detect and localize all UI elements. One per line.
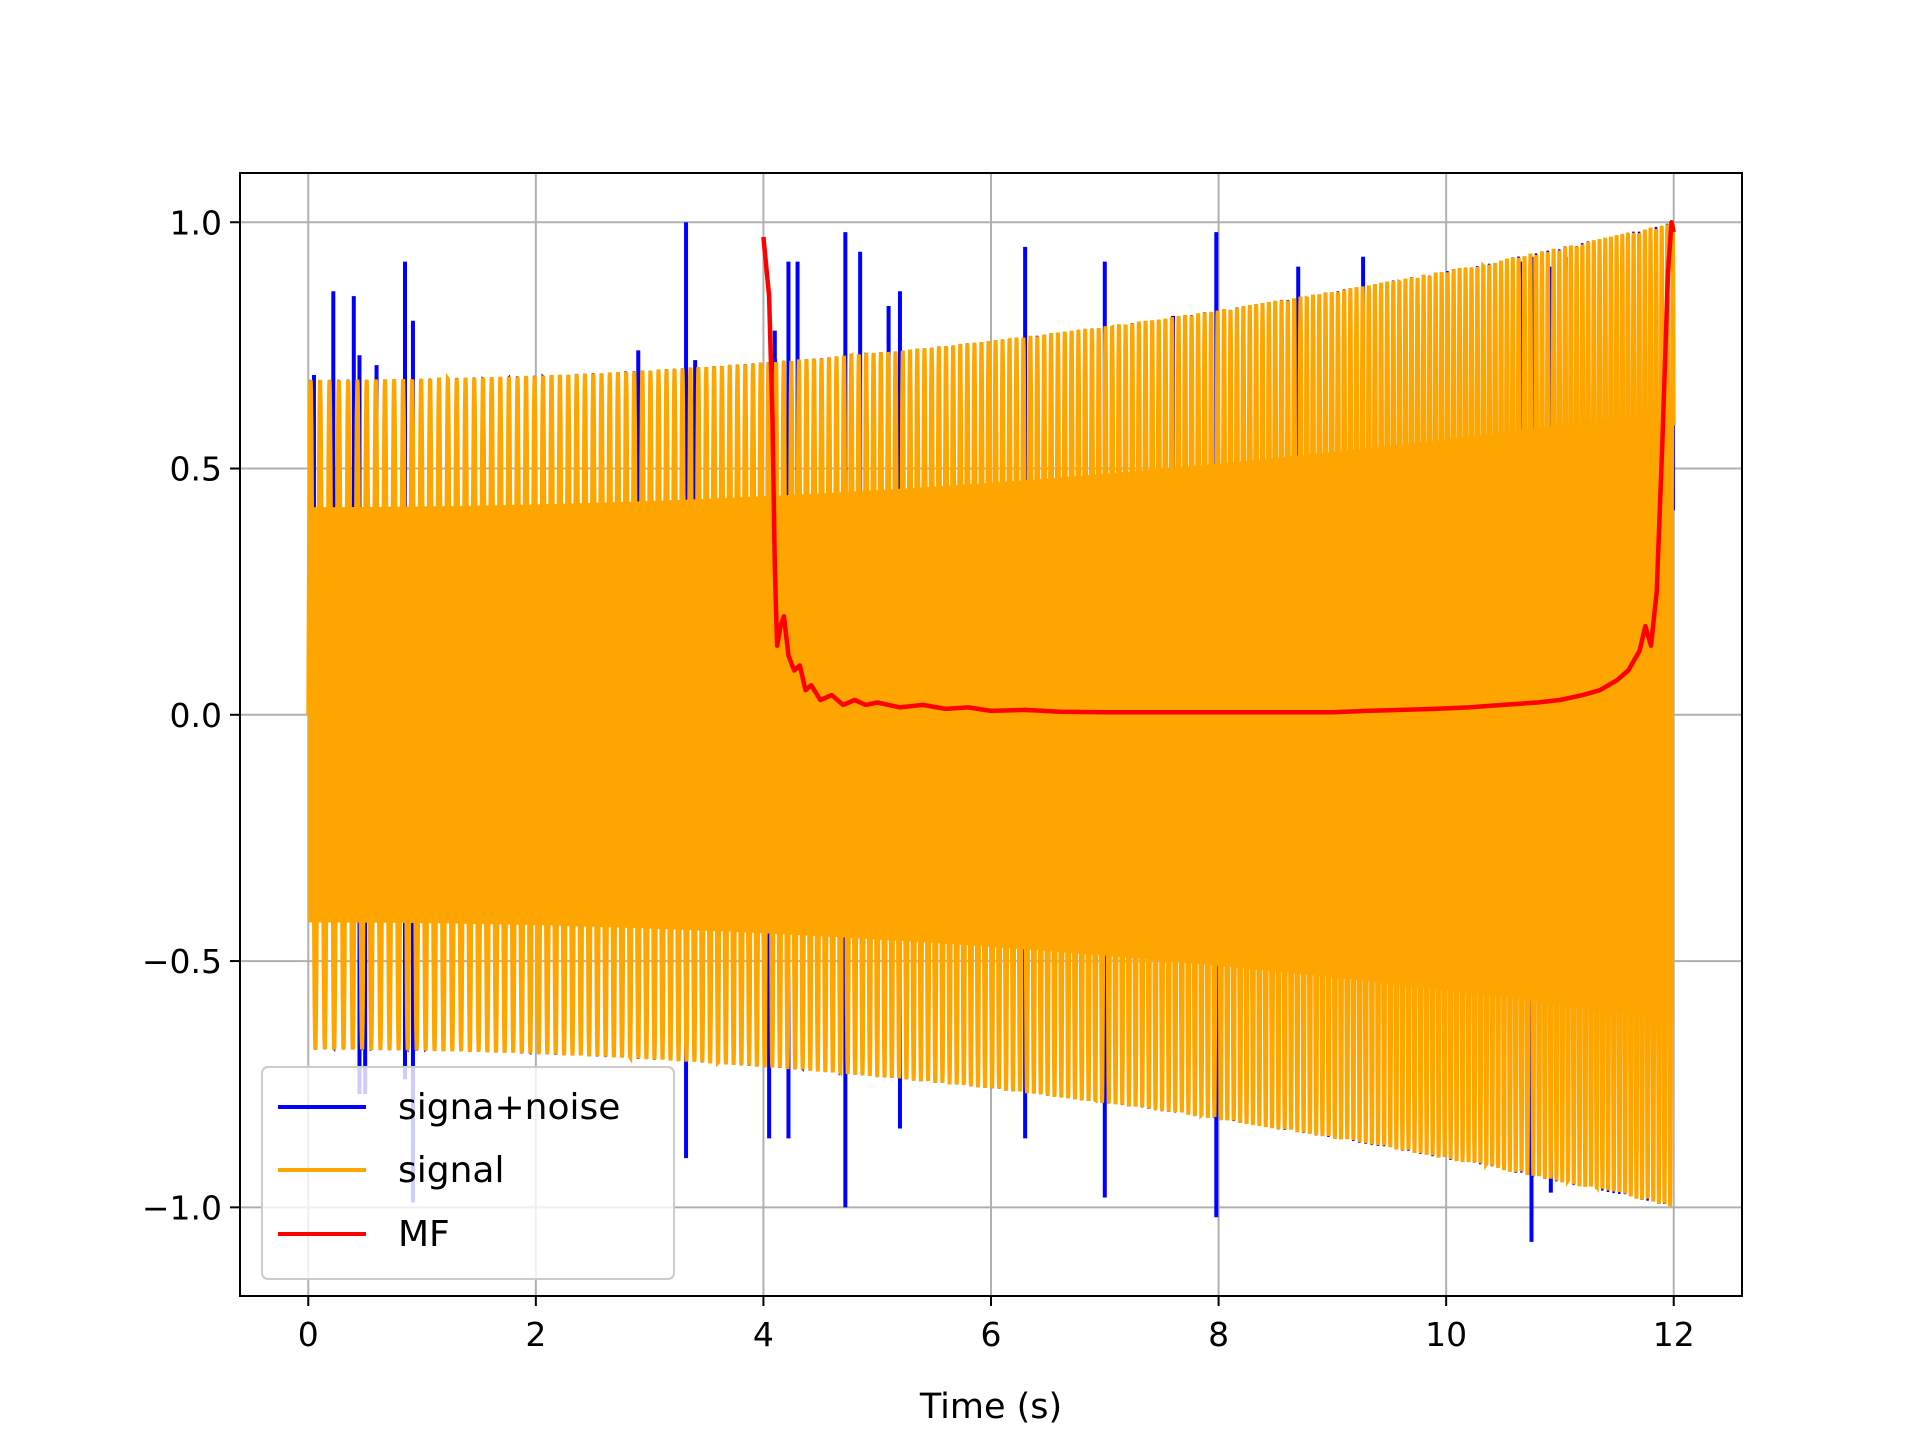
legend-label-signal: signal: [398, 1150, 505, 1191]
y-tick-label: −1.0: [142, 1188, 222, 1227]
x-tick-label: 10: [1425, 1315, 1467, 1354]
y-axis-ticks: 1.0 0.5 0.0 −0.5 −1.0: [142, 203, 240, 1227]
legend-label-mf: MF: [398, 1214, 450, 1255]
x-tick-label: 2: [525, 1315, 546, 1354]
plot-area: 0 2 4 6 8 10 12 1.0 0.5 0.0 −0.5 −1.0: [142, 172, 1743, 1354]
x-tick-label: 0: [298, 1315, 319, 1354]
series-layer: [306, 220, 1676, 1242]
legend-label-signal-noise: signa+noise: [398, 1087, 620, 1128]
legend-box: [261, 1066, 675, 1280]
x-axis-label: Time (s): [919, 1387, 1062, 1427]
y-tick-label: 1.0: [170, 203, 222, 242]
x-tick-label: 4: [753, 1315, 774, 1354]
y-tick-label: −0.5: [142, 942, 222, 981]
legend: signa+noise signal MF: [261, 1066, 675, 1280]
signal-band-fill: [308, 409, 1674, 1021]
x-tick-label: 6: [981, 1315, 1002, 1354]
series-mf-line: [761, 220, 1676, 715]
y-tick-label: 0.0: [170, 696, 222, 735]
x-tick-label: 8: [1208, 1315, 1229, 1354]
x-tick-label: 12: [1653, 1315, 1695, 1354]
y-tick-label: 0.5: [170, 450, 222, 489]
x-axis-ticks: 0 2 4 6 8 10 12: [298, 1296, 1695, 1354]
